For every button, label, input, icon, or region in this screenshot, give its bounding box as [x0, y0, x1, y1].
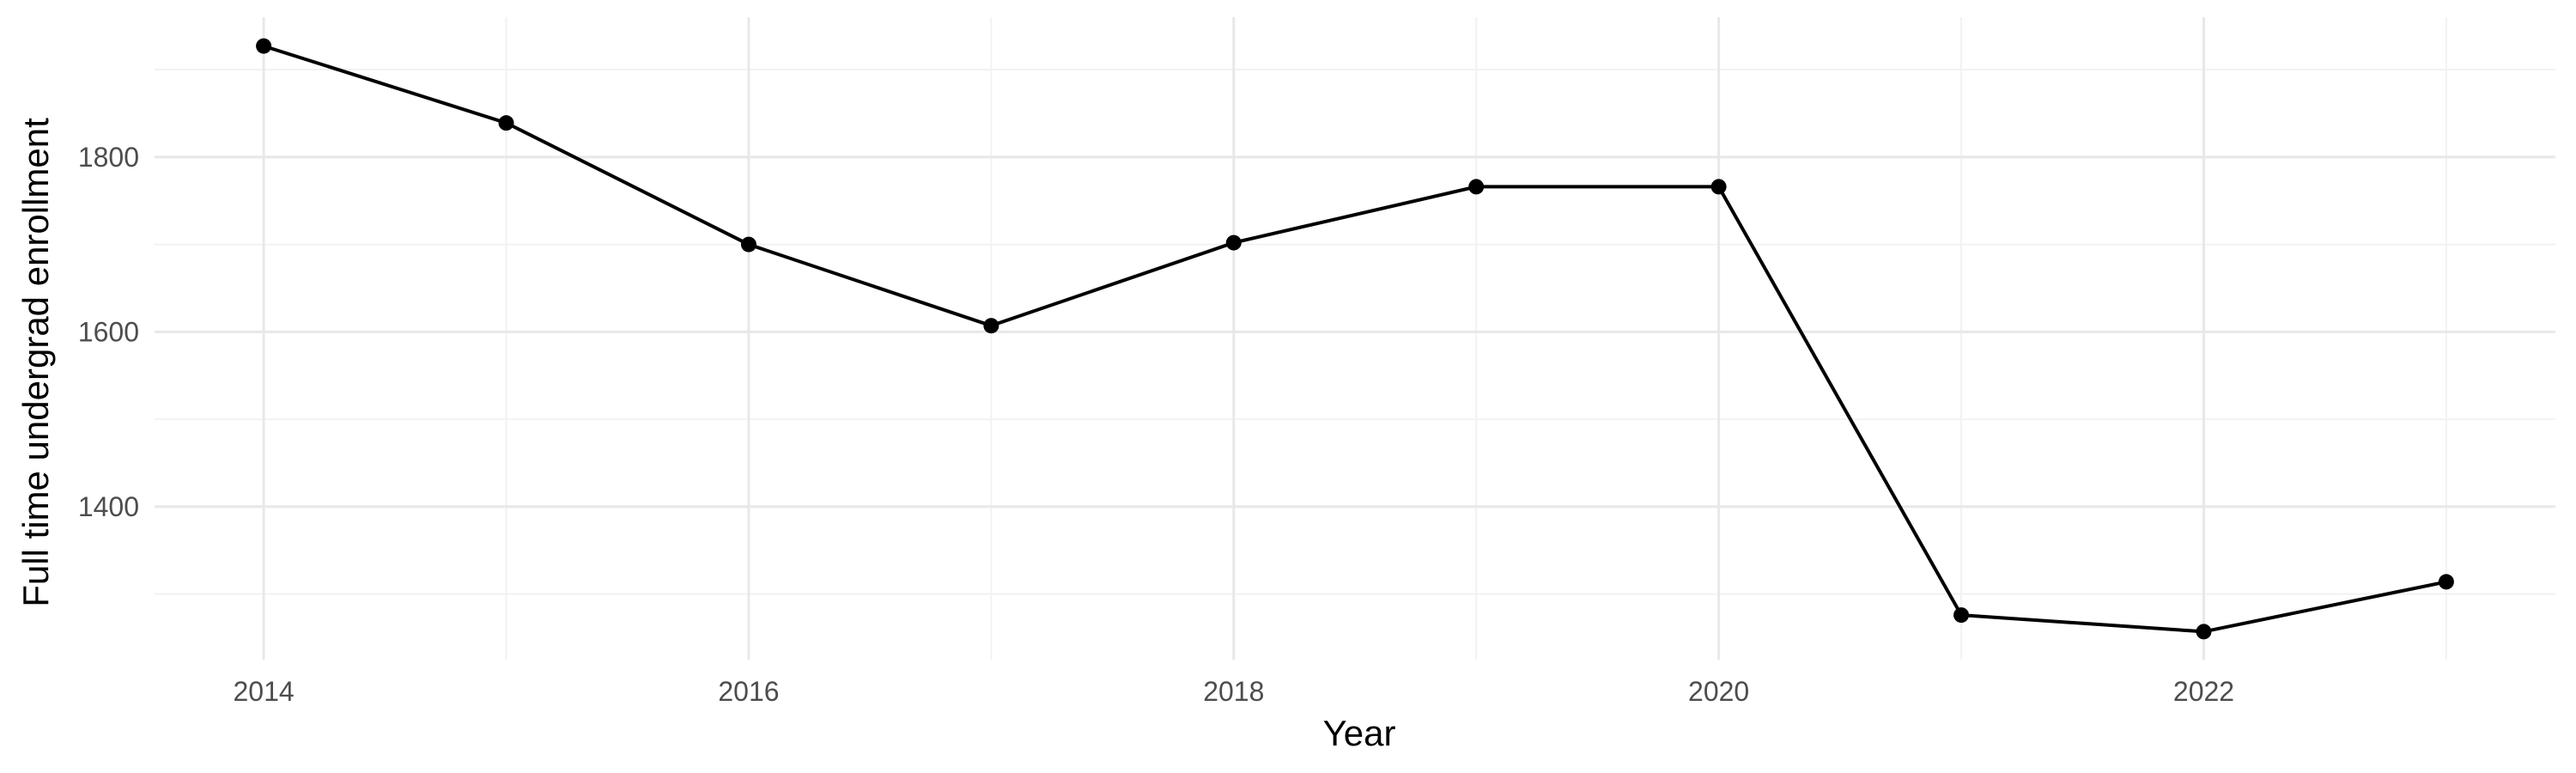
x-tick-label: 2018	[1203, 676, 1264, 707]
series-line	[263, 44, 2447, 634]
x-axis-ticks: 2014 2016 2018 2020 2022	[233, 676, 2234, 707]
data-point	[1468, 179, 1485, 195]
x-tick-label: 2020	[1688, 676, 1749, 707]
data-point	[2438, 574, 2454, 590]
grid	[155, 17, 2555, 660]
y-tick-label: 1800	[78, 142, 139, 173]
y-tick-label: 1400	[78, 491, 139, 522]
y-tick-label: 1600	[78, 316, 139, 347]
data-point	[256, 38, 272, 54]
data-point	[1953, 607, 1970, 624]
y-axis-ticks: 1400 1600 1800	[78, 142, 139, 522]
x-tick-label: 2016	[718, 676, 779, 707]
data-point	[1225, 234, 1242, 251]
series-layer	[256, 38, 2454, 640]
data-point	[2196, 624, 2212, 640]
data-point	[740, 236, 756, 253]
x-tick-label: 2014	[233, 676, 294, 707]
x-axis-title: Year	[1323, 713, 1396, 753]
data-point	[983, 318, 999, 334]
x-tick-label: 2022	[2173, 676, 2234, 707]
y-axis-title: Full time undergrad enrollment	[15, 118, 56, 607]
data-point	[1710, 179, 1727, 195]
data-point	[498, 115, 514, 131]
